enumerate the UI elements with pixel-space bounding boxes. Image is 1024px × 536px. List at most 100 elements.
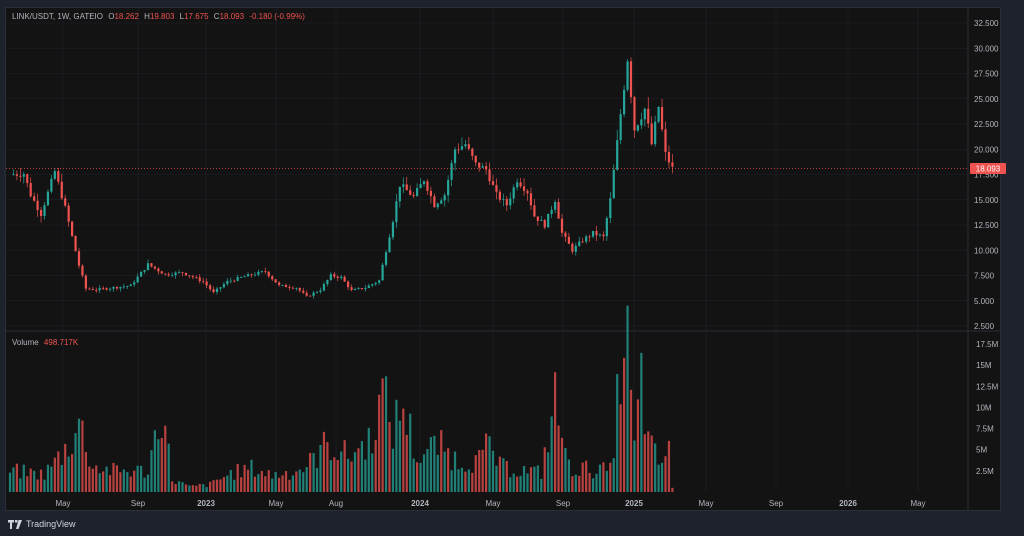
open-value: O18.262 — [108, 12, 139, 21]
volume-tick-label: 7.5M — [976, 425, 994, 434]
candle — [322, 284, 326, 291]
volume-bar — [171, 481, 174, 492]
volume-bar — [22, 464, 25, 492]
candle — [98, 288, 101, 291]
change-value: -0.180 (-0.99%) — [249, 12, 305, 21]
candle — [91, 289, 94, 290]
volume-bar — [26, 476, 29, 492]
chart-frame[interactable] — [5, 7, 1001, 511]
candle — [233, 280, 236, 282]
price-tick-label: 15.000 — [974, 196, 999, 205]
volume-axis[interactable]: 17.5M 15M 12.5M 10M 7.5M 5M 2.5M — [976, 340, 999, 476]
volume-bar — [305, 467, 308, 492]
candle — [53, 171, 56, 179]
volume-bar — [188, 485, 191, 492]
volume-bar — [516, 476, 519, 492]
candle — [488, 169, 491, 182]
candle — [571, 243, 574, 252]
volume-bar — [95, 465, 98, 492]
volume-bar — [243, 464, 246, 492]
candle — [564, 232, 567, 237]
volume-bar — [229, 469, 232, 492]
volume-bar — [629, 389, 633, 492]
candle — [129, 284, 132, 287]
candle — [184, 272, 188, 276]
time-tick-label: 2023 — [197, 499, 215, 508]
candle — [26, 174, 29, 184]
candle — [146, 263, 150, 271]
candle — [664, 129, 667, 153]
candle — [422, 181, 426, 185]
last-price-label: 18.093 — [976, 164, 1001, 173]
volume-bar — [336, 459, 339, 492]
candle — [60, 181, 63, 199]
candle — [229, 280, 232, 282]
high-value: H19.803 — [144, 12, 175, 21]
time-tick-label: Sep — [131, 499, 146, 508]
volume-tick-label: 10M — [976, 403, 992, 412]
volume-bar — [612, 458, 615, 492]
volume-bar — [153, 430, 156, 492]
volume-bar — [364, 459, 367, 492]
candle — [202, 281, 205, 282]
time-tick-label: May — [268, 499, 283, 508]
volume-bar — [443, 451, 446, 492]
tradingview-branding[interactable]: TradingView — [8, 519, 76, 529]
volume-bar — [636, 399, 639, 492]
time-axis[interactable]: May Sep 2023 May Aug 2024 May Sep 2025 May Sep 2026… — [55, 499, 925, 508]
close-value: C18.093 — [213, 12, 245, 21]
candle — [50, 178, 53, 192]
candle — [302, 290, 305, 293]
candle — [443, 195, 446, 201]
volume-bar — [257, 474, 260, 492]
volume-bar — [77, 418, 81, 492]
candle — [395, 201, 398, 223]
candle — [471, 148, 474, 156]
candle — [15, 174, 18, 176]
volume-bar — [215, 479, 219, 492]
volume-bar — [267, 470, 270, 492]
volume-bar — [115, 465, 119, 492]
candle — [478, 162, 481, 168]
candle — [212, 289, 215, 292]
candle — [260, 271, 263, 273]
volume-bar — [222, 477, 225, 492]
volume-tick-label: 2.5M — [976, 467, 994, 476]
candle — [39, 210, 43, 216]
candle — [481, 166, 484, 168]
candle — [554, 202, 557, 210]
volume-bar — [281, 475, 284, 492]
volume-bar — [36, 479, 39, 492]
candle — [164, 273, 167, 275]
volume-bar — [340, 451, 343, 492]
candle — [467, 144, 470, 149]
volume-bar — [664, 456, 667, 492]
candle — [157, 268, 160, 272]
candle — [253, 274, 257, 276]
volume-tick-label: 5M — [976, 446, 987, 455]
candle — [412, 194, 415, 196]
candle — [650, 123, 653, 145]
candle — [305, 292, 308, 296]
candle — [626, 61, 629, 90]
candle — [264, 271, 267, 273]
price-tick-label: 27.500 — [974, 70, 999, 79]
candle — [43, 205, 46, 216]
candle — [115, 287, 119, 289]
volume-bar — [57, 451, 60, 492]
candle — [33, 196, 36, 201]
volume-bar — [177, 481, 181, 492]
candle — [367, 285, 370, 289]
symbol-legend[interactable]: LINK/USDT, 1W, GATEIO O18.262 H19.803 L1… — [12, 12, 308, 21]
volume-legend[interactable]: Volume 498.717K — [12, 338, 81, 347]
volume-bar — [350, 461, 353, 492]
candle — [429, 190, 432, 197]
candle — [660, 106, 664, 130]
volume-bar — [536, 465, 539, 492]
price-axis[interactable]: 32.500 30.000 27.500 25.000 22.500 20.000 17.5… — [974, 19, 999, 331]
time-tick-label: May — [55, 499, 70, 508]
volume-bar — [509, 477, 512, 492]
volume-bar — [250, 459, 253, 492]
volume-bar — [626, 305, 629, 492]
